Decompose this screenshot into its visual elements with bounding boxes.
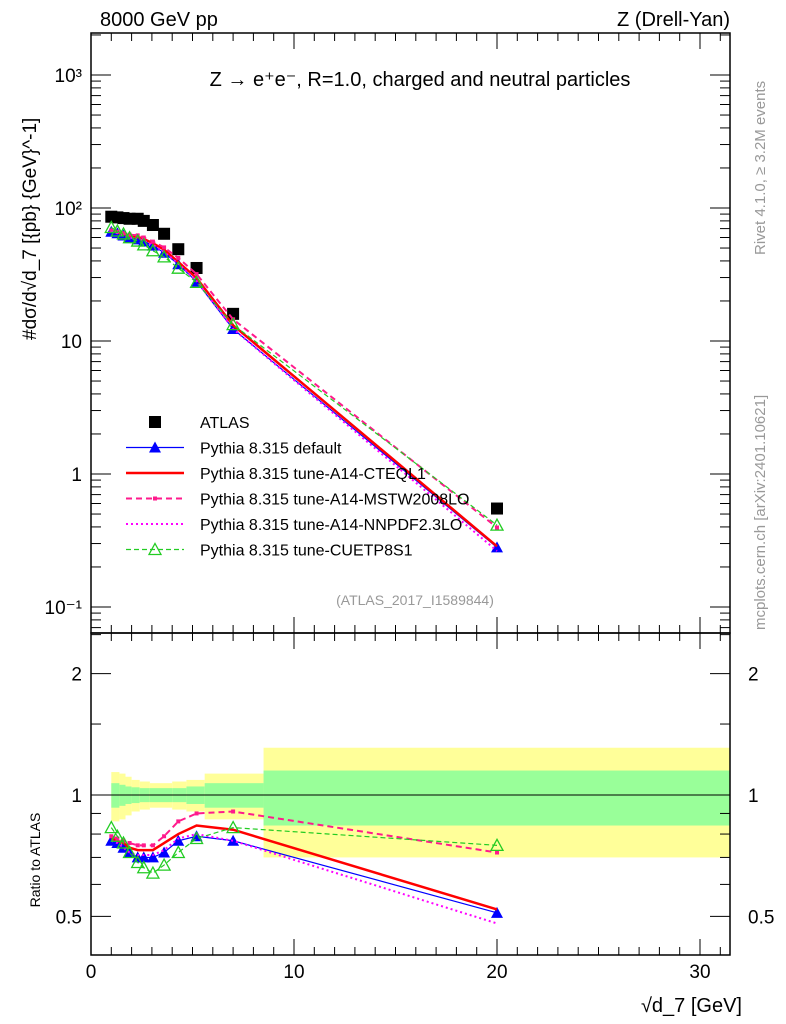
legend-marker-atlas	[149, 416, 161, 428]
legend-label: Pythia 8.315 tune-A14-NNPDF2.3LO	[200, 517, 462, 534]
atlas-data-point	[146, 219, 159, 232]
ratio-series-point	[226, 820, 241, 834]
ratio-series-point	[491, 906, 503, 918]
header-right: Z (Drell-Yan)	[617, 9, 730, 31]
series-point	[194, 272, 199, 277]
atlas-data-point	[491, 502, 503, 515]
y-tick-label: 10³	[55, 66, 82, 87]
ratio-series-point	[156, 857, 172, 871]
legend-marker	[147, 542, 163, 556]
x-tick-label: 20	[486, 962, 507, 983]
y-tick-label: 10⁻¹	[45, 598, 83, 619]
ratio-series-point	[489, 837, 505, 851]
ratio-series-point	[137, 851, 150, 863]
ratio-series-point	[150, 843, 155, 848]
legend-label: Pythia 8.315 default	[200, 441, 342, 458]
atlas-data-point	[158, 227, 171, 240]
series-point	[171, 260, 186, 274]
ratio-series-point	[158, 846, 171, 858]
series-point	[109, 228, 114, 233]
y-tick-label: 10²	[55, 199, 82, 220]
atlas-data-point	[137, 214, 150, 227]
ratio-series-point	[135, 843, 140, 848]
stat-uncertainty-band	[263, 770, 731, 826]
ratio-series-point	[109, 834, 114, 839]
ratio-series-line	[110, 833, 498, 925]
series-point	[130, 233, 145, 247]
ratio-frame	[90, 632, 731, 956]
plot-title: Z → e⁺e⁻, R=1.0, charged and neutral par…	[210, 69, 631, 91]
ratio-series-point	[176, 819, 181, 824]
ratio-y-axis-label: Ratio to ATLAS	[27, 813, 43, 908]
ratio-y-tick-label-right: 0.5	[748, 907, 774, 928]
series-point	[162, 245, 167, 250]
x-tick-label: 10	[283, 962, 304, 983]
ratio-series-point	[495, 850, 499, 855]
ratio-y-tick-label-right: 2	[748, 665, 759, 686]
ratio-series-point	[127, 841, 132, 846]
rivet-label: Rivet 4.1.0, ≥ 3.2M events	[752, 81, 769, 255]
mcplots-label: mcplots.cern.ch [arXiv:2401.10621]	[752, 395, 769, 630]
series-point	[156, 249, 172, 263]
y-tick-label: 1	[71, 465, 82, 486]
series-point	[491, 541, 503, 553]
ratio-y-tick-label-right: 1	[748, 786, 759, 807]
ratio-series-point	[172, 834, 185, 846]
legend-marker	[149, 441, 161, 453]
ratio-series-point	[171, 845, 186, 859]
ratio-series-point	[189, 831, 204, 845]
atlas-data-point	[172, 243, 185, 256]
legend-label: Pythia 8.315 tune-CUETP8S1	[200, 543, 413, 560]
legend: ATLAS Pythia 8.315 default Pythia 8.315 tu…	[126, 415, 469, 560]
ratio-series-point	[130, 855, 145, 869]
legend-label: Pythia 8.315 tune-A14-CTEQL1	[200, 466, 426, 483]
series-point	[127, 232, 132, 237]
series-point	[189, 274, 204, 288]
y-tick-label: 10	[61, 332, 82, 353]
x-tick-label: 0	[86, 962, 97, 983]
ratio-y-tick-label: 2	[71, 665, 82, 686]
ratio-series-point	[115, 836, 120, 841]
series-point	[145, 243, 161, 257]
ratio-series-point	[141, 843, 146, 848]
y-axis-label: #dσ/d√d_7 [{pb} {GeV}^-1]	[20, 118, 41, 340]
series-point	[176, 255, 181, 260]
series-point	[226, 317, 241, 331]
ratio-series-point	[122, 845, 137, 859]
ratio-series-point	[162, 834, 167, 839]
ratio-series-point	[110, 828, 125, 842]
series-point	[141, 235, 146, 240]
header-left: 8000 GeV pp	[100, 9, 218, 31]
legend-label: ATLAS	[200, 415, 250, 432]
ratio-series-point	[104, 820, 119, 834]
series-point	[495, 525, 499, 530]
x-tick-label: 30	[689, 962, 710, 983]
ratio-series-point	[146, 851, 159, 863]
ratio-series-point	[231, 809, 236, 814]
series-point	[122, 230, 137, 244]
ratio-series-point	[116, 835, 131, 849]
series-point	[116, 226, 131, 240]
ratio-y-tick-label: 0.5	[56, 907, 82, 928]
legend-marker	[153, 496, 157, 501]
ratio-series-point	[136, 860, 151, 874]
legend-label: Pythia 8.315 tune-A14-MSTW2008LO	[200, 492, 469, 509]
ratio-series-point	[117, 841, 130, 853]
series-point	[104, 220, 119, 234]
series-point	[136, 237, 151, 251]
ratio-y-tick-label: 1	[71, 786, 82, 807]
ratio-series-point	[145, 865, 161, 879]
series-point	[110, 223, 125, 237]
series-point	[150, 239, 155, 244]
series-point	[489, 517, 505, 531]
x-axis-label: √d_7 [GeV]	[641, 995, 742, 1017]
series-point	[121, 231, 126, 236]
analysis-label: (ATLAS_2017_I1589844)	[336, 592, 494, 608]
ratio-series-point	[194, 811, 199, 816]
ratio-series-point	[227, 834, 240, 846]
